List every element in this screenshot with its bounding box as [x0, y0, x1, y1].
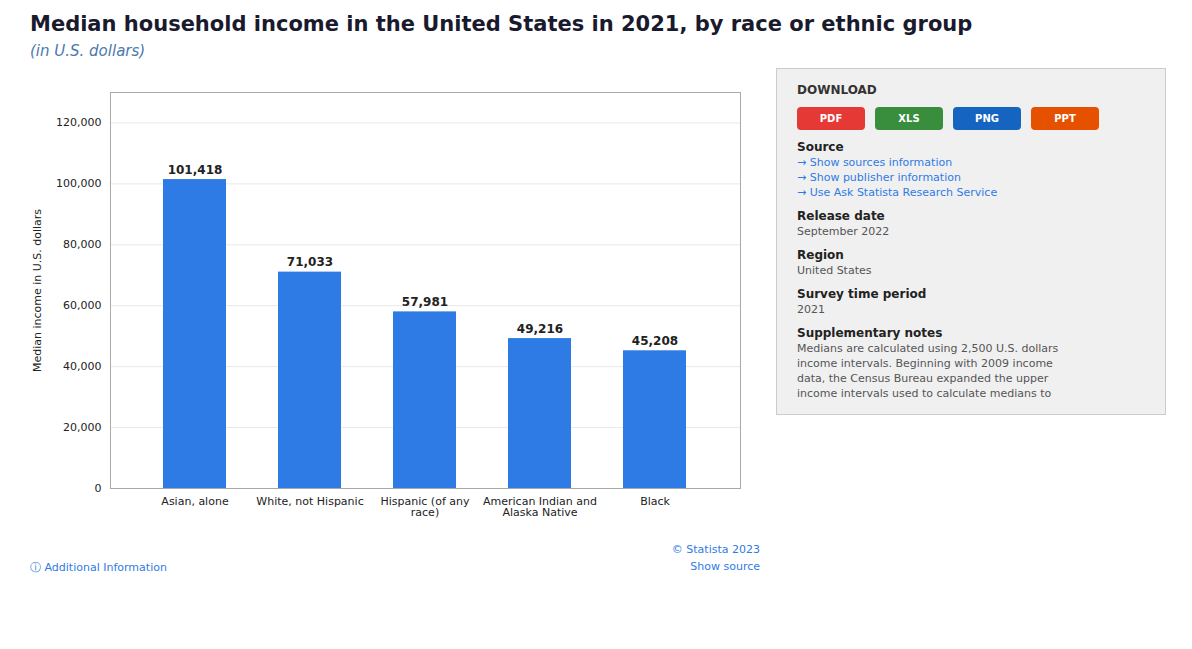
- html-text:© Statista 2023: © Statista 2023: [671, 543, 760, 556]
- html-text:PPT: PPT: [1054, 113, 1076, 124]
- html-text:ⓘ Additional Information: ⓘ Additional Information: [30, 561, 167, 574]
- svg-text:American Indian andAlaska Nati: American Indian andAlaska Native: [483, 495, 597, 519]
- svg-text:49,216: 49,216: [517, 322, 563, 336]
- html-text:XLS: XLS: [898, 113, 920, 124]
- html-text:(in U.S. dollars): (in U.S. dollars): [30, 42, 146, 60]
- html-text:Release date: Release date: [797, 209, 885, 223]
- html-text:→ Show publisher information: → Show publisher information: [797, 171, 961, 184]
- html-text:Region: Region: [797, 248, 844, 262]
- svg-text:Hispanic (of anyrace): Hispanic (of anyrace): [381, 495, 470, 519]
- svg-text:Black: Black: [640, 495, 670, 508]
- html-text:Survey time period: Survey time period: [797, 287, 927, 301]
- html-text:income intervals used to calcu: income intervals used to calculate media…: [797, 387, 1052, 400]
- svg-text:Median income in U.S. dollars: Median income in U.S. dollars: [31, 209, 44, 372]
- svg-text:45,208: 45,208: [632, 334, 678, 348]
- svg-text:40,000: 40,000: [63, 360, 102, 373]
- html-text:Supplementary notes: Supplementary notes: [797, 326, 943, 340]
- html-text:United States: United States: [797, 264, 872, 277]
- svg-text:57,981: 57,981: [402, 295, 448, 309]
- svg-text:120,000: 120,000: [56, 116, 102, 129]
- svg-text:100,000: 100,000: [56, 177, 102, 190]
- html-text:income intervals. Beginning wi: income intervals. Beginning with 2009 in…: [797, 357, 1053, 370]
- html-text:PDF: PDF: [819, 113, 843, 124]
- html-text:→ Use Ask Statista Research Se: → Use Ask Statista Research Service: [797, 186, 998, 199]
- html-text:data, the Census Bureau expand: data, the Census Bureau expanded the upp…: [797, 372, 1049, 385]
- svg-text:White, not Hispanic: White, not Hispanic: [256, 495, 363, 508]
- svg-text:Asian, alone: Asian, alone: [161, 495, 229, 508]
- svg-text:80,000: 80,000: [63, 238, 102, 251]
- html-text:Medians are calculated using 2: Medians are calculated using 2,500 U.S. …: [797, 342, 1059, 355]
- html-text:Show source: Show source: [690, 559, 760, 573]
- svg-text:101,418: 101,418: [168, 163, 223, 177]
- html-text:PNG: PNG: [975, 113, 999, 124]
- svg-text:71,033: 71,033: [287, 255, 333, 269]
- svg-text:20,000: 20,000: [63, 421, 102, 434]
- svg-text:60,000: 60,000: [63, 299, 102, 312]
- html-text:→ Show sources information: → Show sources information: [797, 156, 953, 169]
- html-text:DOWNLOAD: DOWNLOAD: [797, 83, 877, 97]
- svg-text:0: 0: [95, 482, 102, 495]
- html-text:September 2022: September 2022: [797, 225, 890, 238]
- html-text:Median household income in the: Median household income in the United St…: [30, 12, 973, 36]
- html-text:2021: 2021: [797, 303, 825, 316]
- html-text:Source: Source: [797, 140, 844, 154]
